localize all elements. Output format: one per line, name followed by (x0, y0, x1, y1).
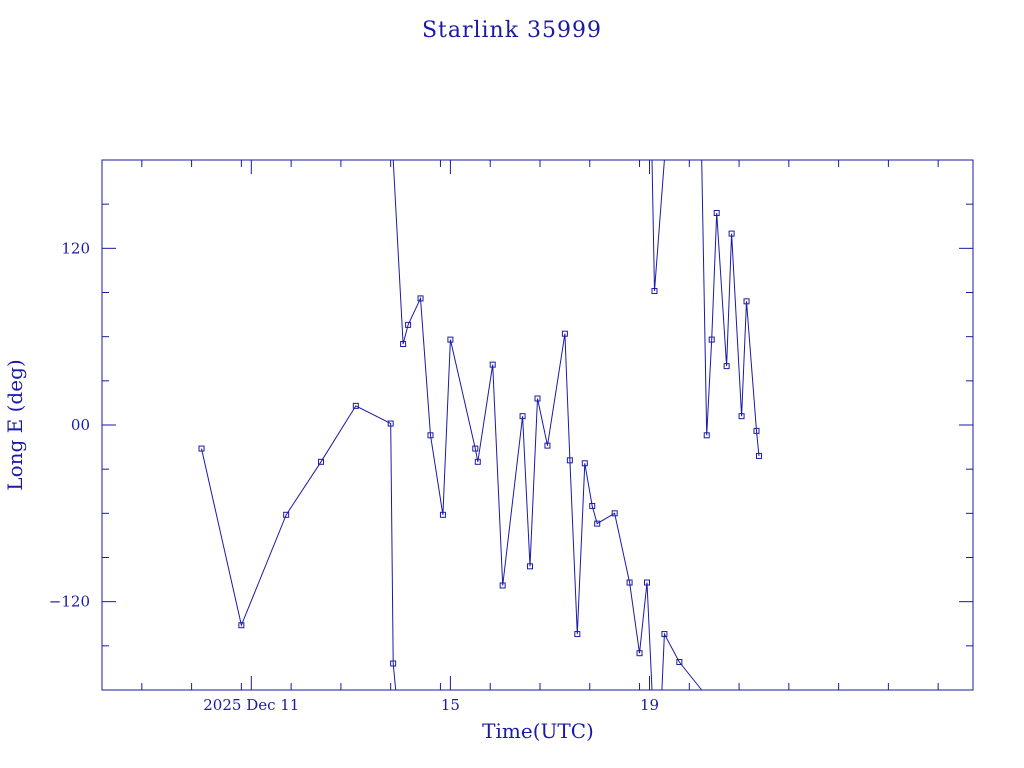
data-point (534, 395, 541, 402)
data-point (589, 502, 596, 509)
series-line-segment (201, 405, 397, 691)
data-point (499, 582, 506, 589)
data-point (643, 579, 650, 586)
data-point (561, 330, 568, 337)
y-tick-label: 120 (61, 239, 90, 257)
axis-ticks (102, 160, 973, 690)
data-point (472, 445, 479, 452)
data-series (198, 159, 762, 691)
series-line-segment (651, 159, 665, 292)
data-point (676, 659, 683, 666)
data-point (238, 622, 245, 629)
data-point (755, 452, 762, 459)
x-tick-label: 2025 Dec 11 (203, 696, 299, 714)
x-tick-label: 19 (640, 696, 659, 714)
data-point (544, 442, 551, 449)
data-point (387, 420, 394, 427)
data-point (728, 230, 735, 237)
plot-frame (101, 159, 974, 691)
data-point (738, 413, 745, 420)
data-point (527, 563, 534, 570)
series-line-segment (392, 159, 653, 691)
data-point (417, 295, 424, 302)
series-line-segment (701, 159, 760, 456)
y-tick-label: 00 (71, 416, 90, 434)
chart-title: Starlink 35999 (422, 18, 602, 43)
data-point (439, 511, 446, 518)
data-point (352, 402, 359, 409)
data-point (447, 336, 454, 343)
data-point (198, 445, 205, 452)
y-tick-label: −120 (49, 593, 90, 611)
data-point (636, 650, 643, 657)
y-axis-label: Long E (deg) (3, 359, 27, 490)
x-axis-label: Time(UTC) (482, 719, 594, 743)
data-point (574, 631, 581, 638)
data-point (713, 210, 720, 216)
data-point (489, 361, 496, 368)
data-point (581, 460, 588, 467)
data-point (651, 288, 658, 295)
x-tick-label: 15 (441, 696, 460, 714)
data-point (519, 413, 526, 420)
series-line-segment (661, 632, 703, 691)
data-point (405, 321, 412, 328)
data-point (743, 298, 750, 305)
data-point (390, 660, 397, 667)
data-point (317, 458, 324, 465)
data-point (594, 520, 601, 527)
data-point (611, 510, 618, 517)
data-point (566, 457, 573, 464)
data-point (723, 363, 730, 370)
tick-labels: 2025 Dec 11 15 19 −120 00 120 (49, 239, 659, 714)
data-point (283, 511, 290, 518)
data-point (703, 432, 710, 439)
data-point (661, 631, 668, 638)
data-point (474, 458, 481, 465)
data-point (753, 427, 760, 434)
data-point (427, 432, 434, 439)
data-point (626, 579, 633, 586)
data-point (400, 341, 407, 348)
data-point (708, 336, 715, 343)
